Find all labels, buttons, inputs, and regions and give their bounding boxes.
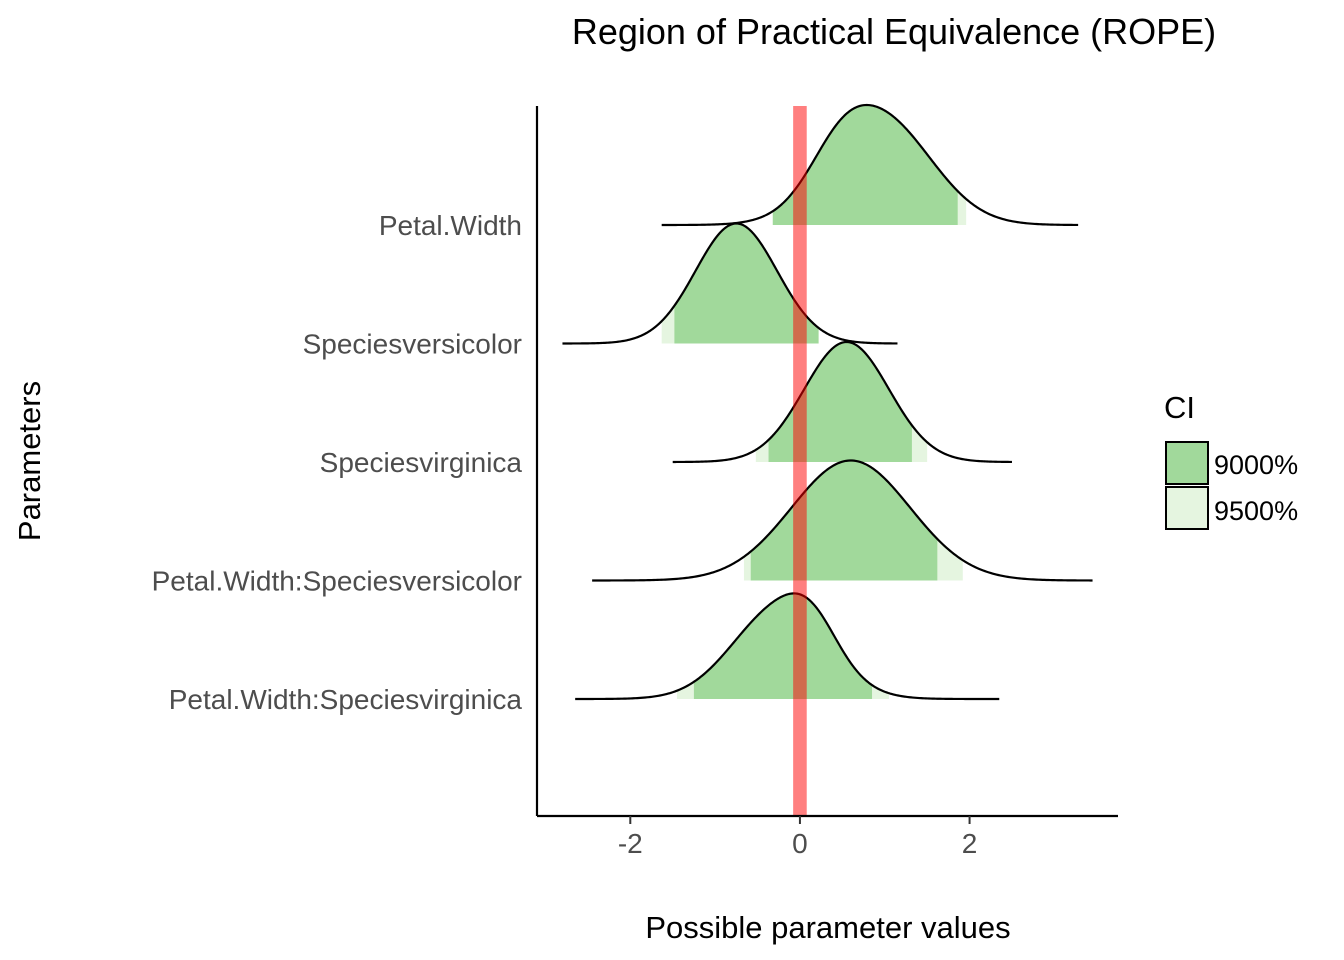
legend-swatch-ci95 — [1165, 486, 1209, 530]
x-axis-title: Possible parameter values — [645, 910, 1010, 945]
plot-area — [562, 103, 1093, 816]
x-tick-label: 2 — [962, 828, 978, 859]
legend-title: CI — [1164, 390, 1195, 425]
density-line-petal-width-speciesvirginica — [575, 592, 1000, 701]
y-axis-title: Parameters — [12, 381, 47, 541]
y-tick-label-petal-width-speciesvirginica: Petal.Width:Speciesvirginica — [169, 684, 523, 715]
ci90-area-speciesversicolor — [674, 223, 819, 344]
legend: CI 9000% 9500% — [1164, 390, 1298, 530]
ci90-area-petal-width-speciesvirginica — [693, 593, 873, 699]
y-tick-label-speciesversicolor: Speciesversicolor — [303, 329, 522, 360]
chart-title: Region of Practical Equivalence (ROPE) — [572, 11, 1216, 52]
x-tick-label: 0 — [792, 828, 808, 859]
y-tick-label-petal-width-speciesversicolor: Petal.Width:Speciesversicolor — [152, 566, 522, 597]
y-tick-label-petal-width: Petal.Width — [379, 210, 522, 241]
x-tick-label: -2 — [618, 828, 643, 859]
legend-label-ci95: 9500% — [1214, 496, 1298, 526]
rope-band — [793, 106, 807, 816]
density-line-speciesvirginica — [672, 340, 1012, 464]
ci90-area-petal-width-speciesversicolor — [750, 460, 938, 581]
ci90-area-speciesvirginica — [768, 342, 912, 462]
x-axis-ticks: -2 0 2 — [618, 816, 978, 859]
legend-label-ci90: 9000% — [1214, 450, 1298, 480]
legend-swatch-ci90 — [1165, 441, 1209, 485]
y-axis-ticks: Petal.Width Speciesversicolor Speciesvirgi… — [152, 210, 523, 715]
density-line-speciesversicolor — [562, 222, 898, 345]
density-line-petal-width-speciesversicolor — [592, 459, 1093, 582]
y-tick-label-speciesvirginica: Speciesvirginica — [320, 447, 523, 478]
